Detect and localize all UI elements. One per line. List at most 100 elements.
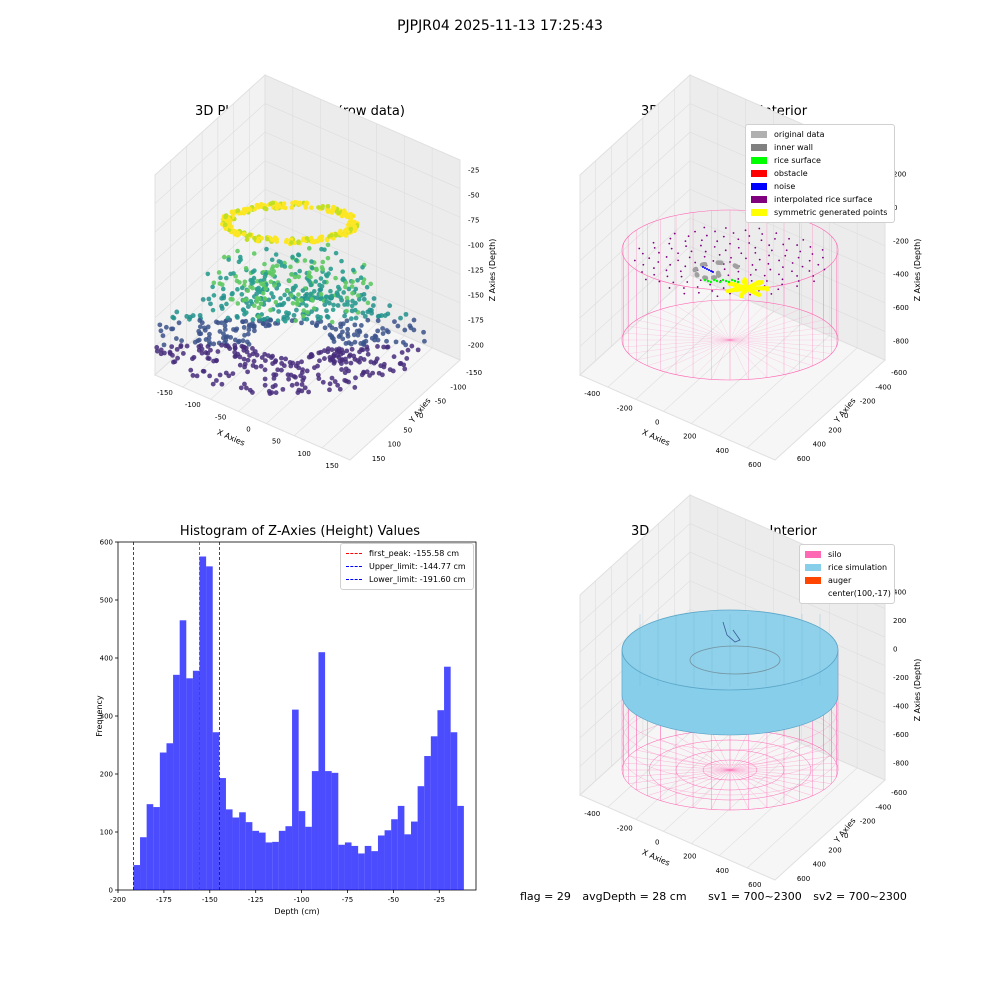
simulation-legend-swatch [805, 577, 821, 584]
simulation-legend-label: auger [828, 576, 852, 585]
histogram-bar [206, 566, 213, 890]
histogram-bars [133, 556, 464, 890]
classify-legend: original data inner wall rice surface obsta… [745, 124, 895, 223]
raw-ztick: -200 [468, 342, 484, 350]
histogram-bar [384, 830, 392, 890]
cls-classified-points [633, 226, 826, 299]
cls-grid [607, 286, 719, 388]
cls-ytick: -400 [875, 383, 891, 391]
histogram-bar [318, 652, 326, 890]
histogram-xlabel: Depth (cm) [274, 907, 319, 916]
raw-ytick: 100 [388, 441, 401, 449]
raw-ztick: -150 [468, 292, 484, 300]
raw-grid [321, 347, 433, 449]
histogram-bar [199, 556, 207, 890]
cls-xtick: 0 [655, 418, 659, 426]
histogram-bar [411, 821, 418, 890]
raw-xtick: 50 [272, 438, 281, 446]
histogram-bar [397, 805, 405, 890]
classify-legend-item: noise [751, 180, 889, 193]
histogram-ytick-label: 100 [100, 829, 113, 837]
histogram-bar [450, 732, 458, 890]
sim-xlabel: X Axies [641, 848, 672, 868]
cls-xtick: 400 [716, 447, 729, 455]
histogram-bar [417, 786, 425, 890]
raw-ztick: -75 [468, 217, 479, 225]
status-footer: flag = 29 avgDepth = 28 cm sv1 = 700~230… [520, 890, 915, 903]
histogram-ytick-label: 300 [100, 713, 113, 721]
histogram-ytick-label: 600 [100, 539, 113, 547]
sim-auger-path [722, 621, 741, 643]
classify-legend-item: obstacle [751, 167, 889, 180]
histogram-bar [179, 620, 187, 890]
histogram-xtick-label: -200 [110, 896, 126, 904]
histogram-ytick-label: 200 [100, 771, 113, 779]
cls-ytick: -200 [860, 398, 876, 406]
histogram-legend-swatch [346, 579, 362, 580]
histogram-ytick-label: 0 [109, 887, 113, 895]
raw-grid [264, 160, 461, 246]
histogram-bar [424, 756, 431, 890]
classify-legend-swatch [751, 209, 767, 216]
classify-legend-item: inner wall [751, 141, 889, 154]
simulation-legend-label: silo [828, 550, 842, 559]
histogram-ytick-label: 500 [100, 597, 113, 605]
histogram-xtick-label: -75 [342, 896, 353, 904]
histogram-bar [140, 837, 147, 890]
simulation-legend-label: center(100,-17) [828, 589, 891, 598]
histogram-bar [258, 832, 266, 890]
cls-ztick: -200 [893, 237, 909, 245]
simulation-legend-item: rice simulation [805, 561, 889, 574]
cls-xtick: 200 [683, 433, 696, 441]
raw-xtick: 150 [325, 462, 338, 470]
raw-ztick: -50 [468, 192, 479, 200]
classify-legend-swatch [751, 183, 767, 190]
histogram-bar [298, 811, 306, 890]
classify-legend-item: rice surface [751, 154, 889, 167]
cls-grid [635, 299, 746, 400]
cls-ytick: 600 [797, 455, 810, 463]
raw-ytick: -150 [466, 369, 482, 377]
histogram-bar [457, 805, 464, 890]
histogram-legend: first_peak: -155.58 cm Upper_limit: -144.… [340, 543, 474, 590]
histogram-bar [186, 678, 193, 890]
raw-xtick: -150 [157, 389, 173, 397]
raw-xtick: -100 [185, 401, 201, 409]
raw-scatter-points [154, 199, 427, 396]
raw-grid [294, 335, 405, 436]
simulation-legend-item: center(100,-17) [805, 587, 891, 600]
histogram-legend-item: first_peak: -155.58 cm [346, 547, 468, 560]
sim-ytick: 200 [828, 846, 841, 854]
classify-legend-label: inner wall [774, 143, 814, 152]
simulation-legend-swatch [805, 551, 821, 558]
raw-grid [154, 160, 266, 261]
histogram-bar [146, 804, 154, 890]
sim-ytick: 0 [844, 832, 848, 840]
histogram-xtick-label: -25 [434, 896, 445, 904]
raw-ytick: 50 [403, 426, 412, 434]
raw-grid [266, 323, 377, 424]
classify-legend-item: interpolated rice surface [751, 193, 889, 206]
sim-ztick: -400 [893, 703, 909, 711]
raw-3d-plot: -150-100-50050100150150100500-50-100-150… [154, 73, 497, 470]
cls-grid [579, 103, 691, 204]
histogram-bar [159, 752, 167, 890]
histogram-xtick-label: -125 [248, 896, 264, 904]
cls-ytick: 400 [813, 441, 826, 449]
classify-legend-label: original data [774, 130, 825, 139]
histogram-bar [358, 853, 365, 890]
classify-legend-label: rice surface [774, 156, 821, 165]
avg-depth-value: avgDepth = 28 cm [582, 890, 687, 903]
cls-grid [579, 189, 691, 290]
histogram-bar [232, 817, 240, 890]
sim-floor-pane [579, 694, 886, 881]
simulation-legend-item: silo [805, 548, 889, 561]
histogram-legend-label: first_peak: -155.58 cm [369, 549, 460, 558]
sim-rice-surface [621, 609, 839, 736]
classify-legend-swatch [751, 196, 767, 203]
figure-suptitle: PJPJR04 2025-11-13 17:25:43 [397, 18, 603, 34]
histogram-xtick-label: -100 [294, 896, 310, 904]
histogram-bar [245, 822, 253, 890]
classify-legend-swatch [751, 131, 767, 138]
classify-legend-label: obstacle [774, 169, 808, 178]
